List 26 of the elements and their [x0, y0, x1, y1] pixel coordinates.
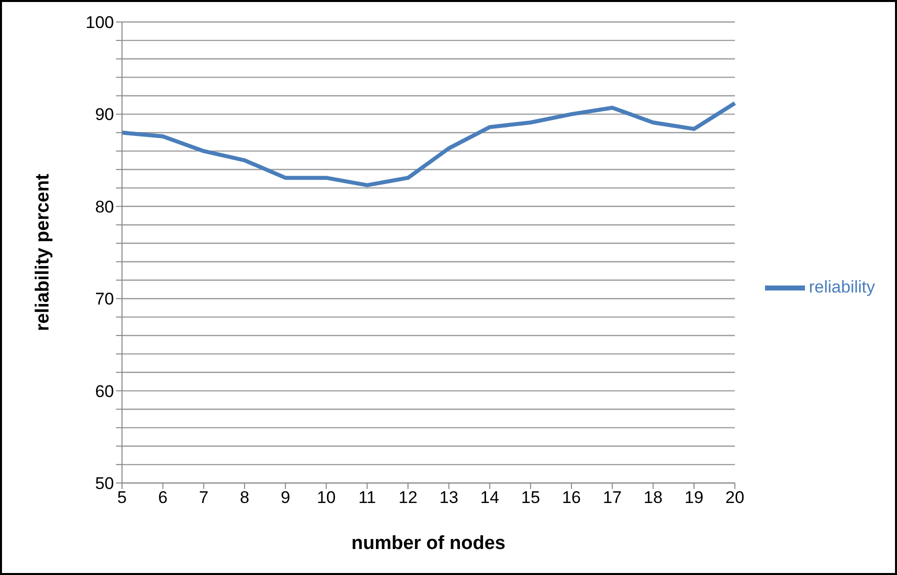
x-tick-label: 16: [562, 488, 581, 508]
x-tick-label: 10: [316, 488, 336, 508]
y-axis-title: reliability percent: [32, 173, 54, 332]
y-tick-label: 70: [95, 290, 114, 309]
x-tick-label: 19: [684, 488, 704, 508]
x-tick-label: 11: [358, 488, 376, 508]
x-axis-title: number of nodes: [351, 533, 506, 554]
x-tick-label: 8: [240, 488, 250, 508]
y-tick-label: 60: [95, 382, 114, 401]
x-tick-label: 13: [439, 488, 458, 508]
y-tick-label: 50: [95, 474, 114, 494]
x-tick-label: 15: [521, 488, 540, 508]
y-tick-label: 100: [86, 13, 114, 32]
y-tick-label: 90: [95, 105, 114, 124]
line-series: [120, 101, 737, 188]
y-tick-label: 80: [95, 197, 114, 216]
legend-label: reliability: [808, 276, 875, 296]
x-tick-label: 20: [725, 488, 744, 508]
x-tick-label: 7: [198, 488, 208, 508]
x-tick-label: 5: [117, 488, 127, 508]
x-tick-label: 14: [480, 488, 500, 508]
x-tick-label: 18: [644, 488, 663, 508]
x-tick-label: 12: [398, 488, 418, 508]
x-tick-label: 17: [602, 488, 622, 508]
x-tick-label: 6: [158, 488, 168, 508]
x-tick-label: 9: [280, 488, 290, 508]
